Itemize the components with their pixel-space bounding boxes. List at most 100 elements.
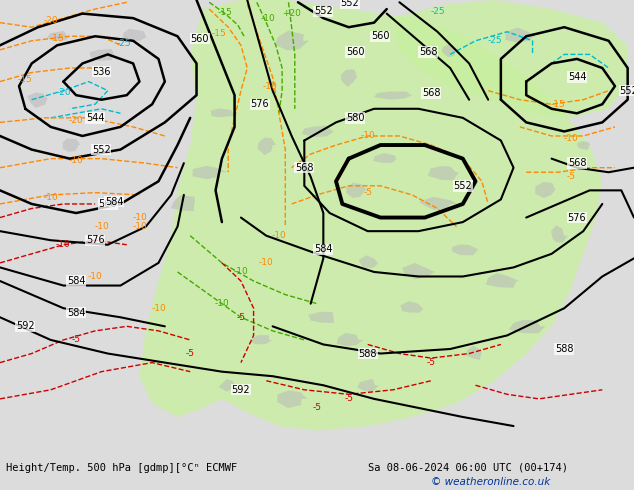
- Polygon shape: [90, 49, 114, 61]
- Text: -10: -10: [56, 240, 71, 249]
- Polygon shape: [210, 108, 237, 117]
- Text: Sa 08-06-2024 06:00 UTC (00+174): Sa 08-06-2024 06:00 UTC (00+174): [368, 463, 567, 473]
- Polygon shape: [309, 312, 334, 323]
- Text: 576: 576: [250, 99, 269, 109]
- Text: -5: -5: [186, 349, 195, 358]
- Text: 588: 588: [358, 348, 377, 359]
- Text: -15: -15: [49, 34, 65, 43]
- Text: -20: -20: [56, 88, 71, 98]
- Text: 568: 568: [422, 88, 441, 98]
- Text: 552: 552: [340, 0, 359, 8]
- Polygon shape: [257, 138, 276, 155]
- Polygon shape: [171, 195, 195, 211]
- Polygon shape: [27, 93, 48, 108]
- Polygon shape: [393, 0, 628, 118]
- Text: -10: -10: [132, 222, 147, 231]
- Polygon shape: [251, 335, 273, 344]
- Text: 568: 568: [418, 47, 437, 57]
- Polygon shape: [302, 125, 334, 137]
- Text: -5: -5: [72, 336, 81, 344]
- Text: -10: -10: [94, 222, 109, 231]
- Text: +20: +20: [282, 9, 301, 18]
- Polygon shape: [486, 273, 519, 288]
- Text: 544: 544: [567, 72, 586, 82]
- Text: 588: 588: [555, 344, 574, 354]
- Text: -10: -10: [260, 14, 275, 23]
- Text: -15: -15: [18, 75, 33, 84]
- Text: 552: 552: [619, 86, 634, 96]
- Text: -5: -5: [236, 313, 245, 322]
- Text: 568: 568: [567, 158, 586, 168]
- Text: 552: 552: [453, 181, 472, 191]
- Text: 576: 576: [86, 235, 105, 245]
- Polygon shape: [402, 263, 435, 279]
- Text: -25: -25: [430, 7, 445, 16]
- Text: 552: 552: [92, 145, 111, 154]
- Polygon shape: [337, 333, 363, 346]
- Text: -10: -10: [259, 258, 274, 268]
- Polygon shape: [374, 92, 413, 99]
- Text: -5: -5: [566, 172, 575, 181]
- Polygon shape: [139, 0, 602, 431]
- Polygon shape: [63, 138, 81, 152]
- Polygon shape: [47, 31, 70, 41]
- Text: © weatheronline.co.uk: © weatheronline.co.uk: [431, 477, 550, 487]
- Text: -20: -20: [68, 116, 84, 124]
- Text: -10: -10: [360, 131, 375, 141]
- Text: -15: -15: [550, 100, 566, 109]
- Polygon shape: [122, 29, 148, 41]
- Text: 568: 568: [295, 163, 314, 172]
- Text: -10: -10: [43, 193, 58, 202]
- Polygon shape: [418, 197, 457, 210]
- Text: -10: -10: [262, 82, 277, 91]
- Polygon shape: [535, 182, 556, 198]
- Polygon shape: [341, 70, 357, 87]
- Text: -25: -25: [487, 36, 502, 45]
- Polygon shape: [509, 320, 545, 333]
- Text: 580: 580: [346, 113, 365, 123]
- Text: -5: -5: [344, 394, 353, 403]
- Polygon shape: [428, 166, 459, 180]
- Text: Height/Temp. 500 hPa [gdmp][°Cⁿ ECMWF: Height/Temp. 500 hPa [gdmp][°Cⁿ ECMWF: [6, 463, 238, 473]
- Text: 568: 568: [98, 199, 117, 209]
- Text: 584: 584: [105, 196, 124, 207]
- Text: -10: -10: [233, 268, 249, 276]
- Text: -5: -5: [427, 358, 436, 367]
- Text: -5: -5: [363, 188, 372, 197]
- Polygon shape: [359, 255, 378, 268]
- Polygon shape: [467, 345, 482, 360]
- Polygon shape: [277, 391, 307, 408]
- Text: -10: -10: [214, 299, 230, 308]
- Text: -25: -25: [116, 39, 131, 48]
- Polygon shape: [346, 183, 367, 198]
- Polygon shape: [452, 245, 479, 255]
- Text: 576: 576: [567, 213, 586, 222]
- Text: 584: 584: [67, 308, 86, 318]
- Text: 544: 544: [86, 113, 105, 123]
- Text: -5: -5: [313, 403, 321, 413]
- Text: 560: 560: [346, 47, 365, 57]
- Text: 552: 552: [314, 6, 333, 16]
- Text: 536: 536: [92, 67, 111, 76]
- Text: 560: 560: [190, 33, 209, 44]
- Polygon shape: [219, 379, 235, 392]
- Text: -10: -10: [132, 213, 147, 222]
- Text: -10: -10: [68, 156, 84, 166]
- Text: 592: 592: [231, 385, 250, 395]
- Text: -10: -10: [563, 134, 578, 143]
- Polygon shape: [442, 45, 458, 57]
- Text: -10: -10: [271, 231, 287, 240]
- Polygon shape: [551, 225, 568, 243]
- Polygon shape: [373, 153, 398, 163]
- Polygon shape: [357, 379, 379, 392]
- Text: -15: -15: [211, 29, 226, 39]
- Polygon shape: [401, 301, 424, 313]
- Polygon shape: [577, 141, 591, 149]
- Polygon shape: [505, 27, 536, 43]
- Text: 560: 560: [371, 31, 390, 41]
- Text: -15: -15: [217, 8, 233, 17]
- Text: 584: 584: [67, 276, 86, 286]
- Text: -20: -20: [43, 16, 58, 25]
- Polygon shape: [275, 30, 309, 50]
- Text: 584: 584: [314, 245, 333, 254]
